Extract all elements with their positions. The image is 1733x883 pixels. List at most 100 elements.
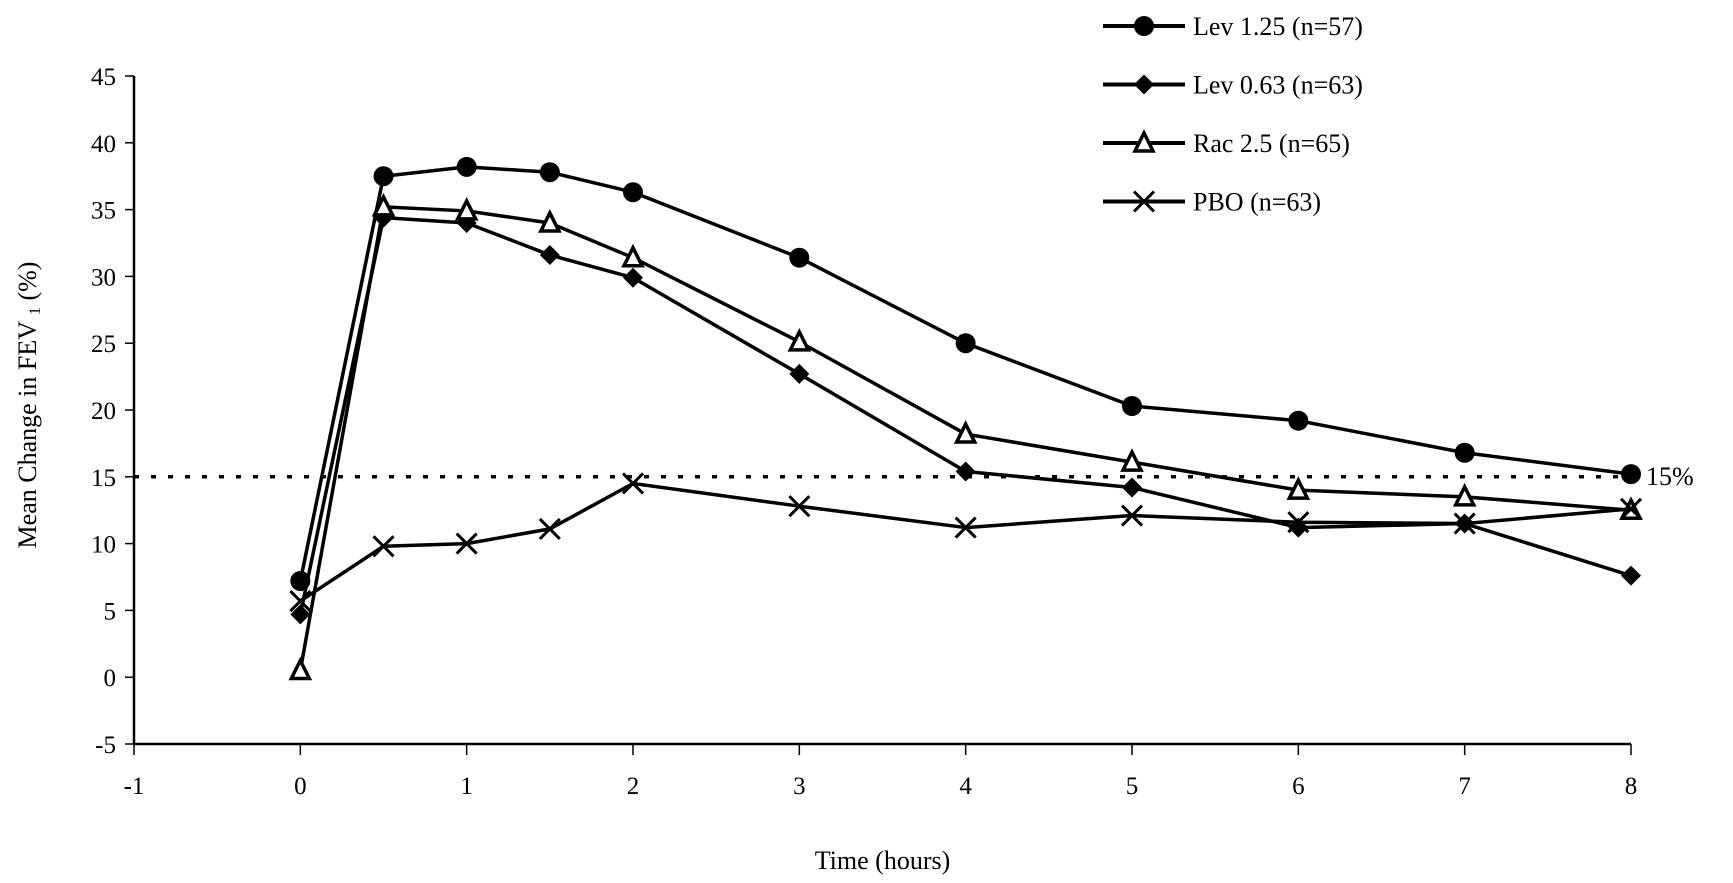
data-point-pbo bbox=[1453, 512, 1476, 535]
data-point-pbo bbox=[538, 517, 561, 540]
x-marker-stroke bbox=[1287, 511, 1310, 534]
data-point-rac-2-5 bbox=[1452, 482, 1477, 507]
data-point-lev-1-25 bbox=[539, 162, 560, 183]
x-tick-label: 2 bbox=[627, 773, 640, 800]
data-point-lev-0-63 bbox=[1122, 477, 1142, 498]
x-tick-label: -1 bbox=[124, 773, 145, 800]
y-axis-title-subscript: 1 bbox=[27, 307, 44, 315]
y-axis-title: Mean Change in FEV 1 (%) bbox=[13, 262, 44, 549]
data-point-pbo bbox=[621, 472, 645, 495]
data-point-lev-0-63 bbox=[1621, 565, 1641, 586]
legend-marker bbox=[1134, 74, 1154, 95]
legend-marker bbox=[1134, 16, 1154, 36]
x-tick-label: 1 bbox=[460, 773, 473, 800]
y-tick-label: 45 bbox=[91, 64, 116, 91]
y-tick-label: 20 bbox=[91, 398, 116, 425]
legend: Lev 1.25 (n=57) Lev 0.63 (n=63) Rac 2.5 (n… bbox=[1103, 12, 1363, 217]
x-marker-stroke bbox=[538, 517, 561, 540]
data-point-lev-1-25 bbox=[1288, 410, 1309, 431]
x-marker-stroke bbox=[372, 535, 395, 558]
x-marker-stroke bbox=[289, 589, 312, 613]
y-tick-label: 25 bbox=[91, 331, 116, 358]
data-point-lev-1-25 bbox=[789, 247, 810, 268]
data-point-rac-2-5 bbox=[371, 193, 396, 217]
x-marker-stroke bbox=[1619, 497, 1643, 520]
y-tick-label: 30 bbox=[91, 264, 116, 291]
y-tick-label: 15 bbox=[91, 465, 116, 492]
x-tick-label: 7 bbox=[1458, 773, 1471, 800]
data-point-pbo bbox=[372, 535, 395, 558]
y-tick-label: 35 bbox=[91, 198, 116, 225]
data-point-pbo bbox=[1287, 511, 1310, 534]
data-point-pbo bbox=[788, 495, 811, 518]
legend-item-pbo: PBO (n=63) bbox=[1103, 188, 1321, 217]
legend-marker bbox=[1132, 190, 1156, 213]
x-tick-label: 3 bbox=[793, 773, 806, 800]
y-tick-label: 10 bbox=[91, 532, 116, 559]
series-line-lev-1-25 bbox=[298, 165, 1632, 582]
x-marker-stroke bbox=[621, 472, 645, 495]
data-point-lev-0-63 bbox=[290, 604, 311, 625]
x-tick-label: 6 bbox=[1292, 773, 1305, 800]
data-point-lev-1-25 bbox=[955, 333, 976, 354]
data-point-lev-1-25 bbox=[1122, 395, 1142, 416]
data-point-rac-2-5 bbox=[1286, 476, 1311, 500]
data-point-lev-1-25 bbox=[373, 166, 394, 187]
data-point-pbo bbox=[289, 589, 312, 613]
series-group bbox=[288, 156, 1643, 681]
x-marker-stroke bbox=[954, 516, 977, 539]
series-pbo bbox=[289, 472, 1643, 613]
series-lev-0-63 bbox=[290, 207, 1641, 625]
legend-marker bbox=[1132, 129, 1156, 153]
data-point-lev-0-63 bbox=[955, 461, 976, 482]
y-axis-title-main: Mean Change in FEV bbox=[13, 321, 42, 549]
legend-label: Rac 2.5 (n=65) bbox=[1193, 129, 1350, 158]
data-point-lev-1-25 bbox=[1621, 464, 1641, 485]
data-point-pbo bbox=[1120, 504, 1144, 527]
legend-item-lev-1-25: Lev 1.25 (n=57) bbox=[1103, 12, 1363, 41]
y-tick-label: 40 bbox=[91, 131, 116, 158]
data-point-lev-1-25 bbox=[456, 156, 477, 177]
data-point-rac-2-5 bbox=[1120, 448, 1144, 472]
data-point-lev-0-63 bbox=[623, 267, 643, 288]
legend-label: Lev 0.63 (n=63) bbox=[1193, 71, 1363, 100]
x-marker-stroke bbox=[1132, 190, 1156, 213]
data-point-pbo bbox=[455, 532, 478, 555]
series-line-pbo bbox=[299, 481, 1632, 603]
data-point-lev-0-63 bbox=[539, 245, 560, 266]
legend-item-lev-0-63: Lev 0.63 (n=63) bbox=[1103, 71, 1363, 100]
x-tick-label: 0 bbox=[294, 773, 307, 800]
x-axis-title: Time (hours) bbox=[815, 846, 951, 875]
legend-label: Lev 1.25 (n=57) bbox=[1193, 12, 1363, 41]
data-point-rac-2-5 bbox=[621, 243, 645, 268]
x-marker-stroke bbox=[1120, 504, 1144, 527]
reference-line-group: 15% bbox=[134, 462, 1694, 491]
x-tick-label: 8 bbox=[1625, 773, 1638, 800]
data-point-lev-1-25 bbox=[623, 182, 643, 203]
x-tick-label: 5 bbox=[1126, 773, 1139, 800]
series-lev-1-25 bbox=[290, 156, 1641, 592]
reference-line-label: 15% bbox=[1646, 462, 1694, 491]
y-tick-label: 5 bbox=[104, 598, 117, 625]
data-point-lev-1-25 bbox=[1454, 442, 1475, 463]
x-tick-label: 4 bbox=[959, 773, 972, 800]
x-marker-stroke bbox=[788, 495, 811, 518]
legend-item-rac-2-5: Rac 2.5 (n=65) bbox=[1103, 129, 1350, 158]
data-point-rac-2-5 bbox=[538, 209, 562, 233]
data-point-rac-2-5 bbox=[787, 327, 812, 352]
data-point-rac-2-5 bbox=[288, 656, 313, 681]
data-point-pbo bbox=[1619, 497, 1643, 520]
series-line-lev-0-63 bbox=[298, 215, 1632, 615]
y-tick-label: -5 bbox=[95, 732, 116, 759]
y-tick-label: 0 bbox=[104, 665, 117, 692]
x-marker-stroke bbox=[1453, 512, 1476, 535]
x-marker-stroke bbox=[455, 532, 478, 555]
data-point-pbo bbox=[954, 516, 977, 539]
data-point-lev-0-63 bbox=[789, 363, 810, 384]
series-rac-2-5 bbox=[288, 193, 1643, 681]
legend-label: PBO (n=63) bbox=[1193, 188, 1321, 217]
data-point-rac-2-5 bbox=[953, 420, 978, 444]
y-axis-title-suffix: (%) bbox=[13, 262, 42, 307]
